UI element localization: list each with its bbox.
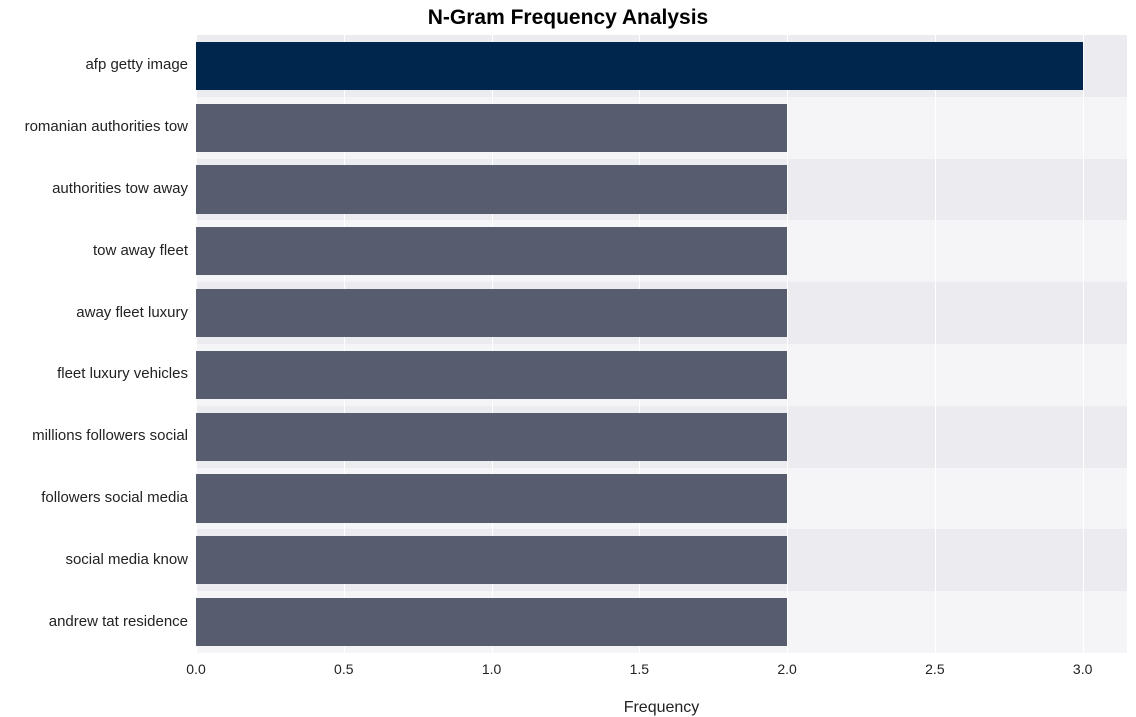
x-gridline [935,35,936,653]
x-axis-title: Frequency [196,699,1127,717]
plot-area [196,35,1127,653]
bar [196,413,787,461]
x-tick-label: 1.0 [482,661,501,677]
bar [196,289,787,337]
bar [196,165,787,213]
y-axis-label: authorities tow away [0,180,188,197]
y-axis-label: andrew tat residence [0,613,188,630]
x-gridline [787,35,788,653]
x-tick-label: 2.0 [777,661,796,677]
y-axis-label: away fleet luxury [0,304,188,321]
y-axis-label: romanian authorities tow [0,118,188,135]
y-axis-label: social media know [0,551,188,568]
x-tick-label: 3.0 [1073,661,1092,677]
bar [196,104,787,152]
x-tick-label: 1.5 [630,661,649,677]
x-gridline [1083,35,1084,653]
ngram-frequency-chart: N-Gram Frequency Analysis Frequency afp … [0,0,1136,701]
y-axis-label: tow away fleet [0,242,188,259]
bar [196,474,787,522]
bar [196,351,787,399]
bar [196,42,1083,90]
x-tick-label: 0.0 [186,661,205,677]
chart-title: N-Gram Frequency Analysis [0,6,1136,30]
x-tick-label: 0.5 [334,661,353,677]
bar [196,536,787,584]
y-axis-label: afp getty image [0,56,188,73]
bar [196,598,787,646]
x-tick-label: 2.5 [925,661,944,677]
bar [196,227,787,275]
y-axis-label: millions followers social [0,427,188,444]
y-axis-label: followers social media [0,489,188,506]
y-axis-label: fleet luxury vehicles [0,365,188,382]
